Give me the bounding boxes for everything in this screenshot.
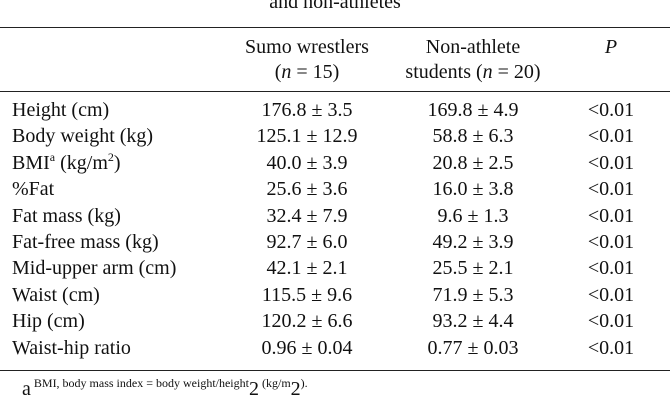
header-non-athlete: Non-athlete [425, 36, 521, 58]
header-non-athlete-n: students (n = 20) [405, 62, 540, 82]
cell: 9.6 ± 1.3 [437, 204, 509, 227]
text-part: = 15) [291, 61, 340, 83]
top-rule [0, 27, 670, 28]
cell: 32.4 ± 7.9 [266, 204, 348, 227]
cell: <0.01 [587, 151, 635, 174]
cell: 115.5 ± 9.6 [261, 283, 353, 306]
cell: 71.9 ± 5.3 [432, 283, 514, 306]
cell: <0.01 [587, 125, 635, 148]
cell: 25.6 ± 3.6 [266, 178, 348, 201]
text-part: 2 [248, 378, 259, 400]
footnote: a BMI, body mass index = body weight/hei… [22, 376, 308, 400]
cell: <0.01 [587, 99, 635, 121]
superscript: 2 [107, 149, 114, 164]
cell: 58.8 ± 6.3 [432, 125, 514, 148]
superscript: BMI, body mass index = body weight/heigh… [30, 376, 249, 390]
header-rule [0, 91, 670, 92]
row-label: BMIa (kg/m2) [12, 149, 121, 174]
row-label: %Fat [12, 178, 55, 201]
cell: 16.0 ± 3.8 [432, 178, 514, 201]
cell: 25.5 ± 2.1 [432, 257, 514, 280]
row-label: Waist-hip ratio [12, 336, 131, 359]
cell: 0.96 ± 0.04 [261, 336, 353, 359]
row-label: Waist (cm) [12, 283, 100, 306]
cell: <0.01 [587, 231, 635, 253]
cell: 49.2 ± 3.9 [432, 231, 514, 253]
superscript: a [49, 149, 56, 164]
cell: 169.8 ± 4.9 [427, 99, 519, 121]
row-label: Fat mass (kg) [12, 204, 121, 227]
text-part: students ( [405, 61, 483, 83]
header-sumo-n: (n = 15) [275, 62, 340, 82]
row-label: Fat-free mass (kg) [12, 231, 159, 253]
superscript: (kg/m [258, 376, 291, 390]
cell: 0.77 ± 0.03 [427, 336, 519, 359]
cell: <0.01 [587, 257, 635, 280]
cell: 176.8 ± 3.5 [261, 99, 353, 121]
superscript: ). [300, 376, 308, 390]
text-part: ( [274, 61, 282, 83]
text-part: (kg/m [55, 151, 108, 174]
row-label: Mid-upper arm (cm) [12, 257, 177, 280]
text-part: 2 [290, 378, 301, 400]
cell: 20.8 ± 2.5 [432, 151, 514, 174]
cell: <0.01 [587, 336, 635, 359]
row-label: Hip (cm) [12, 310, 85, 333]
cell: 40.0 ± 3.9 [266, 151, 348, 174]
cell: <0.01 [587, 283, 635, 306]
cell: 92.7 ± 6.0 [266, 231, 348, 253]
cell: <0.01 [587, 310, 635, 333]
italic-text: n [482, 61, 493, 83]
text-part: a [22, 378, 31, 400]
italic-text: n [281, 61, 292, 83]
text-part: BMI [12, 151, 50, 174]
row-label: Body weight (kg) [12, 125, 154, 148]
caption: and non-athletes [269, 0, 401, 13]
cell: <0.01 [587, 178, 635, 201]
text-part: ) [113, 151, 121, 174]
cell: 120.2 ± 6.6 [261, 310, 353, 333]
text-part: = 20) [492, 61, 541, 83]
cell: 125.1 ± 12.9 [256, 125, 358, 148]
header-sumo: Sumo wrestlers [245, 36, 369, 58]
bottom-rule [0, 370, 670, 371]
row-label: Height (cm) [12, 99, 110, 121]
cell: <0.01 [587, 204, 635, 227]
cell: 42.1 ± 2.1 [266, 257, 348, 280]
header-p: P [604, 36, 618, 58]
cell: 93.2 ± 4.4 [432, 310, 514, 333]
